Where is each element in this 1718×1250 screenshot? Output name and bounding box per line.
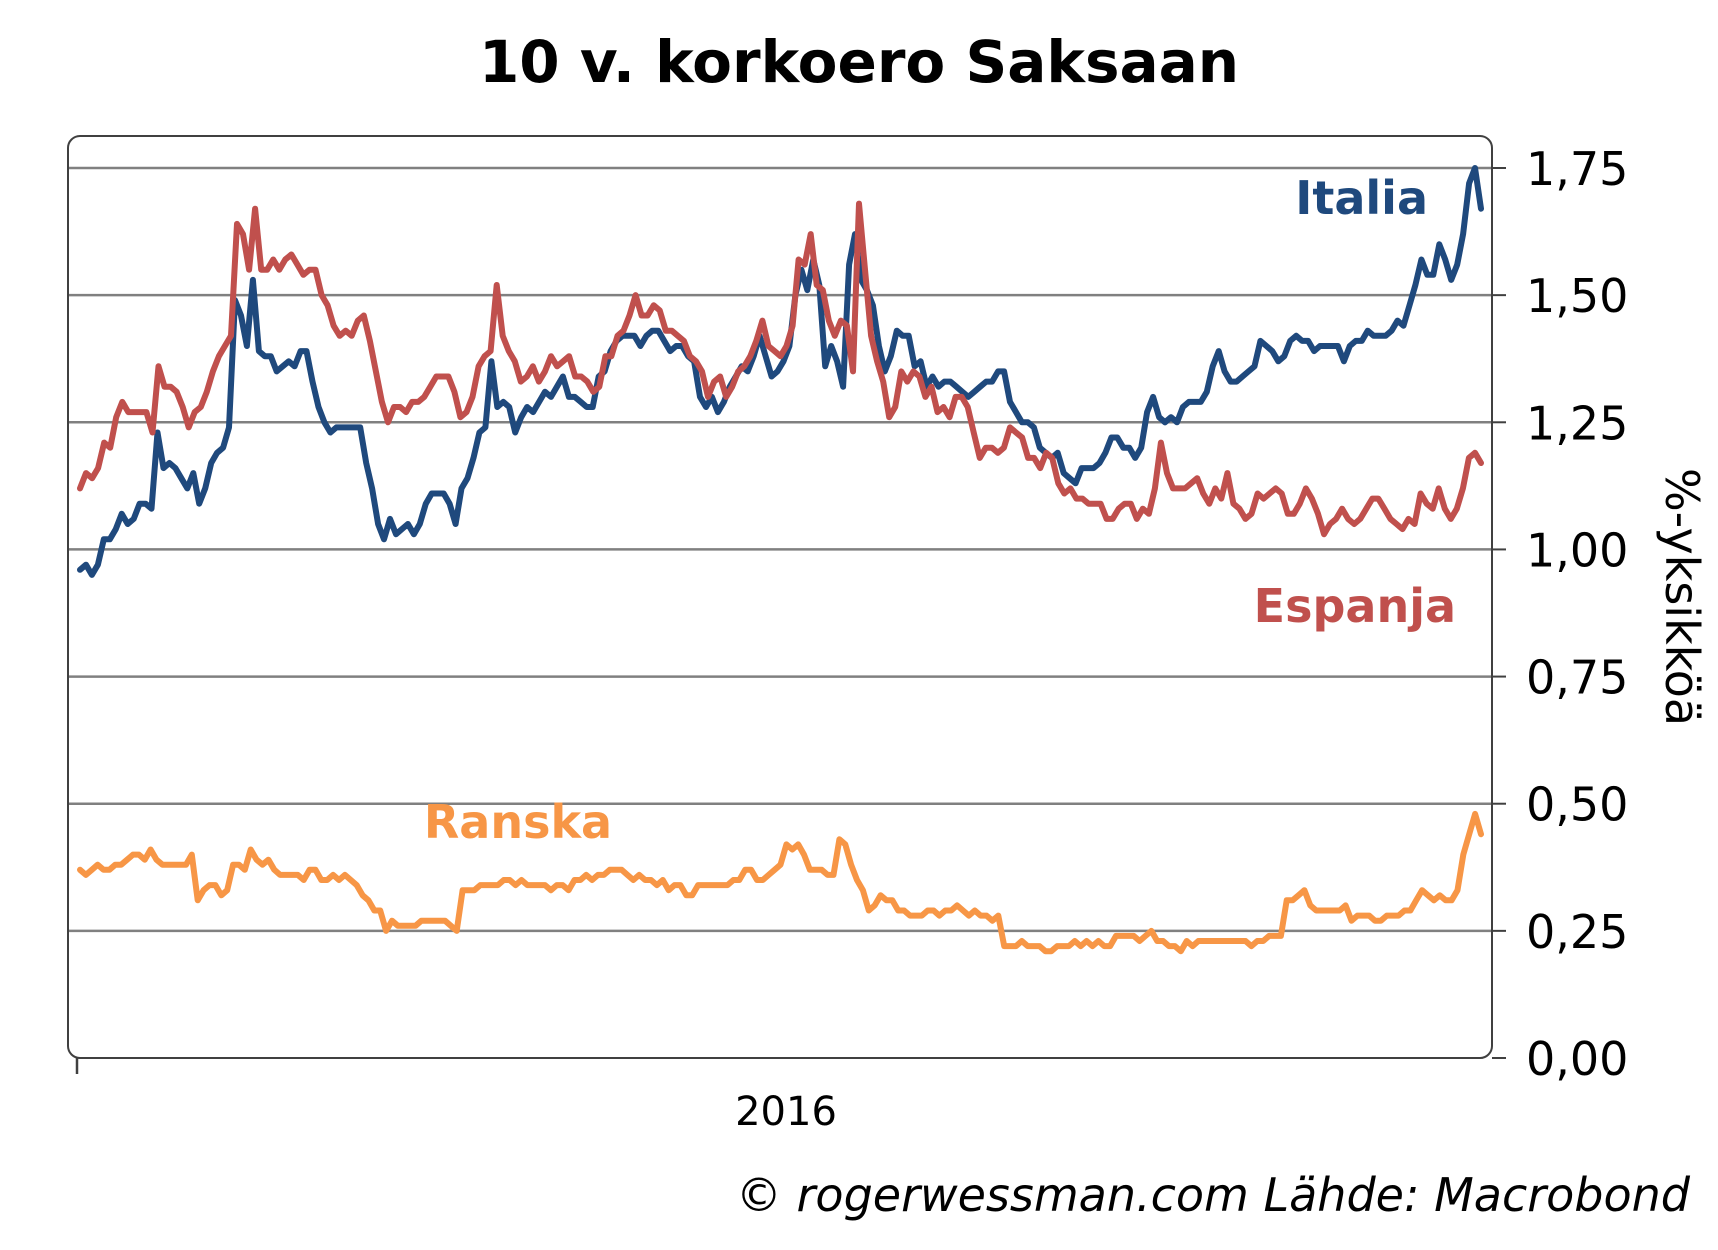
y-tick-label: 0,25	[1526, 905, 1628, 959]
y-tick-label: 1,25	[1526, 396, 1628, 450]
x-tick-label: 2016	[735, 1089, 837, 1135]
grid-lines	[68, 166, 1492, 933]
y-tick-label: 0,00	[1526, 1032, 1628, 1086]
series-line-espanja	[77, 200, 1484, 538]
y-axis: 0,00 0,25 0,50 0,75 1,00 1,25 1,50 1,75	[1492, 142, 1628, 1086]
series-label-espanja: Espanja	[1254, 579, 1456, 633]
y-tick-label: 1,50	[1526, 269, 1628, 323]
x-axis: 2016	[75, 1058, 837, 1135]
series-lines	[77, 165, 1484, 955]
y-axis-label: %-yksikköä	[1655, 468, 1709, 726]
plot-frame	[67, 135, 1493, 1059]
chart-title: 10 v. korkoero Saksaan	[478, 28, 1240, 96]
series-line-italia	[77, 165, 1484, 578]
source-note: © rogerwessman.com Lähde: Macrobond	[735, 1168, 1690, 1222]
y-tick-label: 1,75	[1526, 142, 1628, 196]
series-label-italia: Italia	[1295, 171, 1428, 225]
y-tick-label: 0,50	[1526, 778, 1628, 832]
series-line-ranska	[77, 810, 1484, 955]
series-label-ranska: Ranska	[424, 795, 612, 849]
y-tick-label: 1,00	[1526, 523, 1628, 577]
y-tick-label: 0,75	[1526, 651, 1628, 705]
